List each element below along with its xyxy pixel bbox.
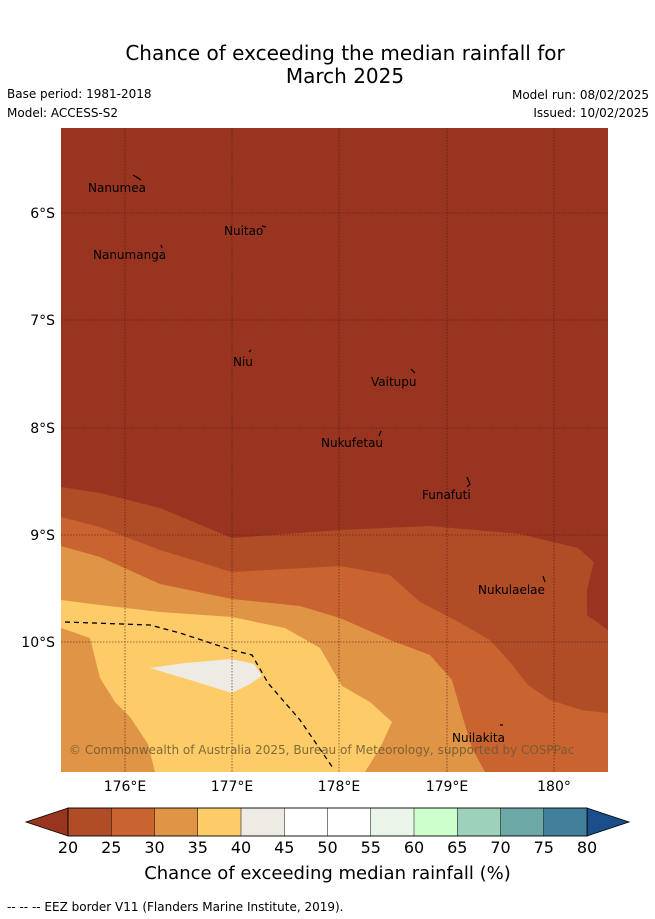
colorbar-tick-label: 80	[577, 838, 597, 857]
colorbar-high-extension	[586, 807, 631, 837]
island-label-nukufetau: Nukufetau	[321, 436, 383, 450]
island-label-nanumanga: Nanumanga	[93, 248, 166, 262]
colorbar-outline	[67, 807, 588, 837]
lon-label: 177°E	[211, 779, 254, 795]
lon-label: 176°E	[104, 779, 147, 795]
island-labels: Nanumea Nuitao Nanumanga Niu Vaitupu Nuk…	[88, 181, 545, 745]
island-shapes	[132, 174, 546, 726]
lat-label: 6°S	[30, 206, 55, 222]
colorbar-tick-label: 35	[188, 838, 208, 857]
colorbar-tick-label: 25	[101, 838, 121, 857]
colorbar-tick-label: 60	[404, 838, 424, 857]
nukufetau-island-shape	[378, 430, 382, 437]
nanumanga-island-shape	[160, 244, 163, 249]
island-label-nuilakita: Nuilakita	[452, 731, 505, 745]
lon-label: 178°E	[318, 779, 361, 795]
lat-label: 7°S	[30, 313, 55, 329]
chart-title-line1: Chance of exceeding the median rainfall …	[125, 41, 565, 65]
map-gridlines	[61, 128, 608, 772]
colorbar-tick-label: 65	[447, 838, 467, 857]
colorbar-segment	[327, 807, 372, 837]
lon-label: 180°	[537, 779, 571, 795]
colorbar-tick-label: 45	[274, 838, 294, 857]
nanumea-island-shape	[132, 174, 142, 181]
vaitupu-island-shape	[410, 368, 416, 374]
colorbar-segment	[111, 807, 156, 837]
colorbar-segment	[457, 807, 502, 837]
rainfall-contours	[61, 128, 608, 772]
colorbar-title: Chance of exceeding median rainfall (%)	[144, 863, 511, 884]
funafuti-island-shape	[466, 476, 471, 488]
colorbar-tick-label: 75	[534, 838, 554, 857]
island-label-nanumea: Nanumea	[88, 181, 146, 195]
lat-label: 9°S	[30, 528, 55, 544]
nuitao-island-shape	[261, 225, 267, 228]
colorbar-segment	[197, 807, 242, 837]
colorbar-segment	[67, 807, 112, 837]
colorbar-low-extension	[24, 807, 69, 837]
colorbar-tick-label: 55	[361, 838, 381, 857]
island-label-vaitupu: Vaitupu	[371, 375, 417, 389]
island-label-niu: Niu	[233, 355, 253, 369]
colorbar-segment	[284, 807, 329, 837]
colorbar-segment	[240, 807, 285, 837]
island-label-funafuti: Funafuti	[422, 488, 471, 502]
model-name: Model: ACCESS-S2	[7, 106, 119, 120]
colorbar-tick-label: 50	[317, 838, 337, 857]
colorbar-tick-label: 20	[58, 838, 78, 857]
colorbar-segment	[370, 807, 415, 837]
island-label-nuitao: Nuitao	[224, 224, 263, 238]
colorbar-tick-label: 70	[490, 838, 510, 857]
lat-label: 8°S	[30, 421, 55, 437]
contour-40-45	[150, 659, 262, 693]
colorbar-tick-label: 30	[144, 838, 164, 857]
nukulaelae-island-shape	[542, 575, 546, 583]
colorbar-segment	[543, 807, 588, 837]
lon-label: 179°E	[426, 779, 469, 795]
colorbar-segment	[413, 807, 458, 837]
base-period: Base period: 1981-2018	[7, 87, 152, 101]
copyright-notice: © Commonwealth of Australia 2025, Bureau…	[69, 743, 574, 757]
colorbar-segment	[500, 807, 545, 837]
eez-border	[64, 621, 334, 769]
issued-date: Issued: 10/02/2025	[533, 106, 649, 120]
model-run: Model run: 08/02/2025	[511, 88, 649, 102]
chart-title-line2: March 2025	[285, 64, 405, 88]
latitude-labels: 6°S 7°S 8°S 9°S 10°S	[21, 206, 55, 651]
niu-island-shape	[248, 349, 252, 353]
lat-label: 10°S	[21, 635, 55, 651]
colorbar-tick-label: 40	[231, 838, 251, 857]
island-label-nukulaelae: Nukulaelae	[478, 583, 545, 597]
colorbar: 20 25 30 35 40 45 50 55 60 65 70 75 80	[24, 807, 631, 857]
colorbar-segment	[154, 807, 199, 837]
eez-legend: -- -- -- EEZ border V11 (Flanders Marine…	[7, 900, 344, 914]
longitude-labels: 176°E 177°E 178°E 179°E 180°	[104, 779, 571, 795]
